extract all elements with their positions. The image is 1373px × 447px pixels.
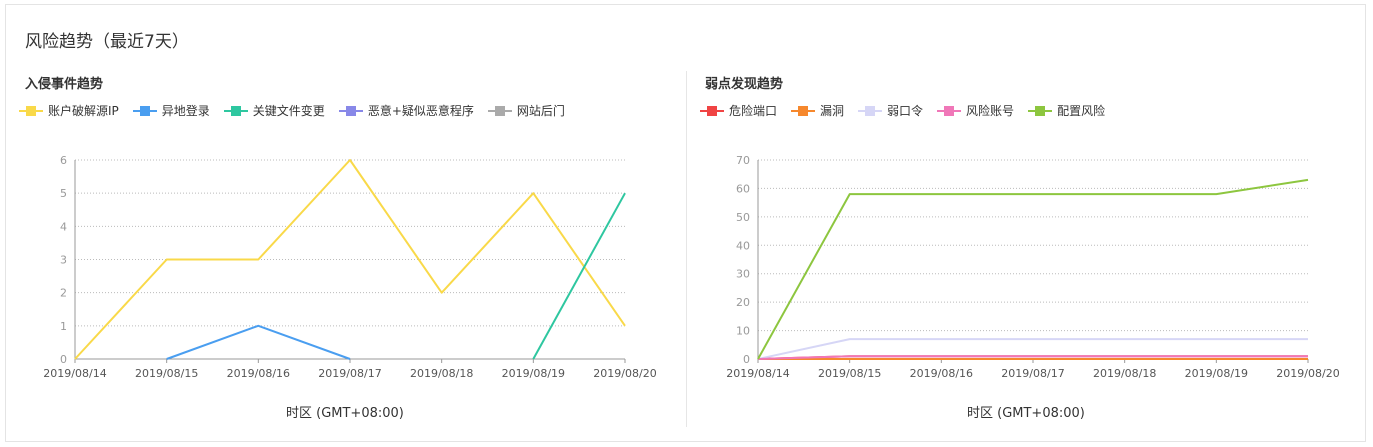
x-tick-label: 2019/08/19 [1185,367,1248,380]
y-tick-label: 20 [736,296,750,309]
legend-label: 异地登录 [161,104,210,118]
intrusion-panel: 入侵事件趋势 账户破解源IP 异地登录 关键文件变更 恶意+疑似恶意程序 网站后门 0 1… [6,5,686,441]
weakness-chart-title: 弱点发现趋势 [705,77,784,92]
legend-swatch [858,104,883,118]
legend-item[interactable]: 账户破解源IP [19,102,119,119]
legend-swatch [937,104,962,118]
x-tick-label: 2019/08/20 [593,367,656,380]
y-tick-label: 10 [736,325,750,338]
x-tick-label: 2019/08/20 [1276,367,1339,380]
y-tick-label: 60 [736,182,750,195]
legend-label: 恶意+疑似恶意程序 [367,104,474,118]
x-tick-label: 2019/08/14 [726,367,789,380]
y-tick-label: 2 [60,287,67,300]
weakness-x-axis-label: 时区 (GMT+08:00) [967,406,1085,421]
x-tick-label: 2019/08/18 [410,367,473,380]
x-tick-label: 2019/08/17 [1001,367,1064,380]
y-tick-label: 6 [60,154,67,167]
legend-swatch [19,104,43,118]
y-tick-label: 40 [736,239,750,252]
series-line-2[interactable] [532,192,626,360]
weakness-panel: 弱点发现趋势 危险端口 漏洞 弱口令 风险账号 配置风险 0 10 20 30 40 50 60 70… [687,5,1367,441]
legend-swatch [791,104,816,118]
legend-item[interactable]: 风险账号 [937,102,1014,119]
weakness-legend: 危险端口 漏洞 弱口令 风险账号 配置风险 [700,102,1119,119]
series-line-3[interactable] [757,355,1308,360]
series-line-1[interactable] [166,324,351,360]
panel-divider [686,71,687,427]
page-title: 风险趋势（最近7天） [25,32,189,52]
series-line-4[interactable] [757,178,1309,360]
intrusion-x-axis-label: 时区 (GMT+08:00) [286,406,404,421]
legend-item[interactable]: 关键文件变更 [223,102,325,119]
x-tick-label: 2019/08/18 [1093,367,1156,380]
legend-label: 网站后门 [516,104,565,118]
legend-item[interactable]: 异地登录 [132,102,210,119]
x-tick-label: 2019/08/15 [818,367,881,380]
legend-swatch [338,104,363,118]
legend-swatch [1028,104,1053,118]
legend-item[interactable]: 弱口令 [858,102,923,119]
legend-label: 风险账号 [966,104,1015,118]
intrusion-chart: 0 1 2 3 4 5 6 2019/08/14 2019/08/15 2019/08/16 201… [43,154,656,380]
legend-label: 账户破解源IP [48,104,119,118]
legend-swatch [223,104,248,118]
y-tick-label: 1 [60,320,67,333]
intrusion-legend: 账户破解源IP 异地登录 关键文件变更 恶意+疑似恶意程序 网站后门 [19,102,579,119]
legend-label: 弱口令 [887,104,924,118]
x-tick-label: 2019/08/17 [318,367,381,380]
y-tick-label: 70 [736,154,750,167]
x-tick-label: 2019/08/16 [227,367,290,380]
weakness-chart: 0 10 20 30 40 50 60 70 2019/08/14 2019/08/15 2019/… [726,154,1339,380]
legend-item[interactable]: 配置风险 [1028,102,1105,119]
y-tick-label: 3 [60,254,67,267]
y-tick-label: 30 [736,268,750,281]
legend-label: 漏洞 [820,104,845,118]
legend-item[interactable]: 危险端口 [700,102,777,119]
intrusion-chart-title: 入侵事件趋势 [25,77,104,92]
legend-swatch [700,104,724,118]
legend-swatch [132,104,157,118]
series-line-2[interactable] [757,338,1308,360]
legend-label: 危险端口 [729,104,778,118]
y-tick-label: 5 [60,187,67,200]
legend-label: 关键文件变更 [252,104,325,118]
legend-swatch [487,104,512,118]
y-tick-label: 0 [60,353,67,366]
legend-label: 配置风险 [1057,104,1106,118]
x-tick-label: 2019/08/16 [910,367,973,380]
x-tick-label: 2019/08/14 [43,367,106,380]
legend-item[interactable]: 漏洞 [791,102,844,119]
legend-item[interactable]: 恶意+疑似恶意程序 [338,102,474,119]
series-line-0[interactable] [74,159,626,360]
risk-trend-card: 风险趋势（最近7天） 入侵事件趋势 账户破解源IP 异地登录 关键文件变更 恶意+疑似… [5,4,1366,442]
y-tick-label: 4 [60,220,67,233]
y-tick-label: 0 [743,353,750,366]
y-tick-label: 50 [736,211,750,224]
legend-item[interactable]: 网站后门 [487,102,565,119]
x-tick-label: 2019/08/15 [135,367,198,380]
x-tick-label: 2019/08/19 [502,367,565,380]
